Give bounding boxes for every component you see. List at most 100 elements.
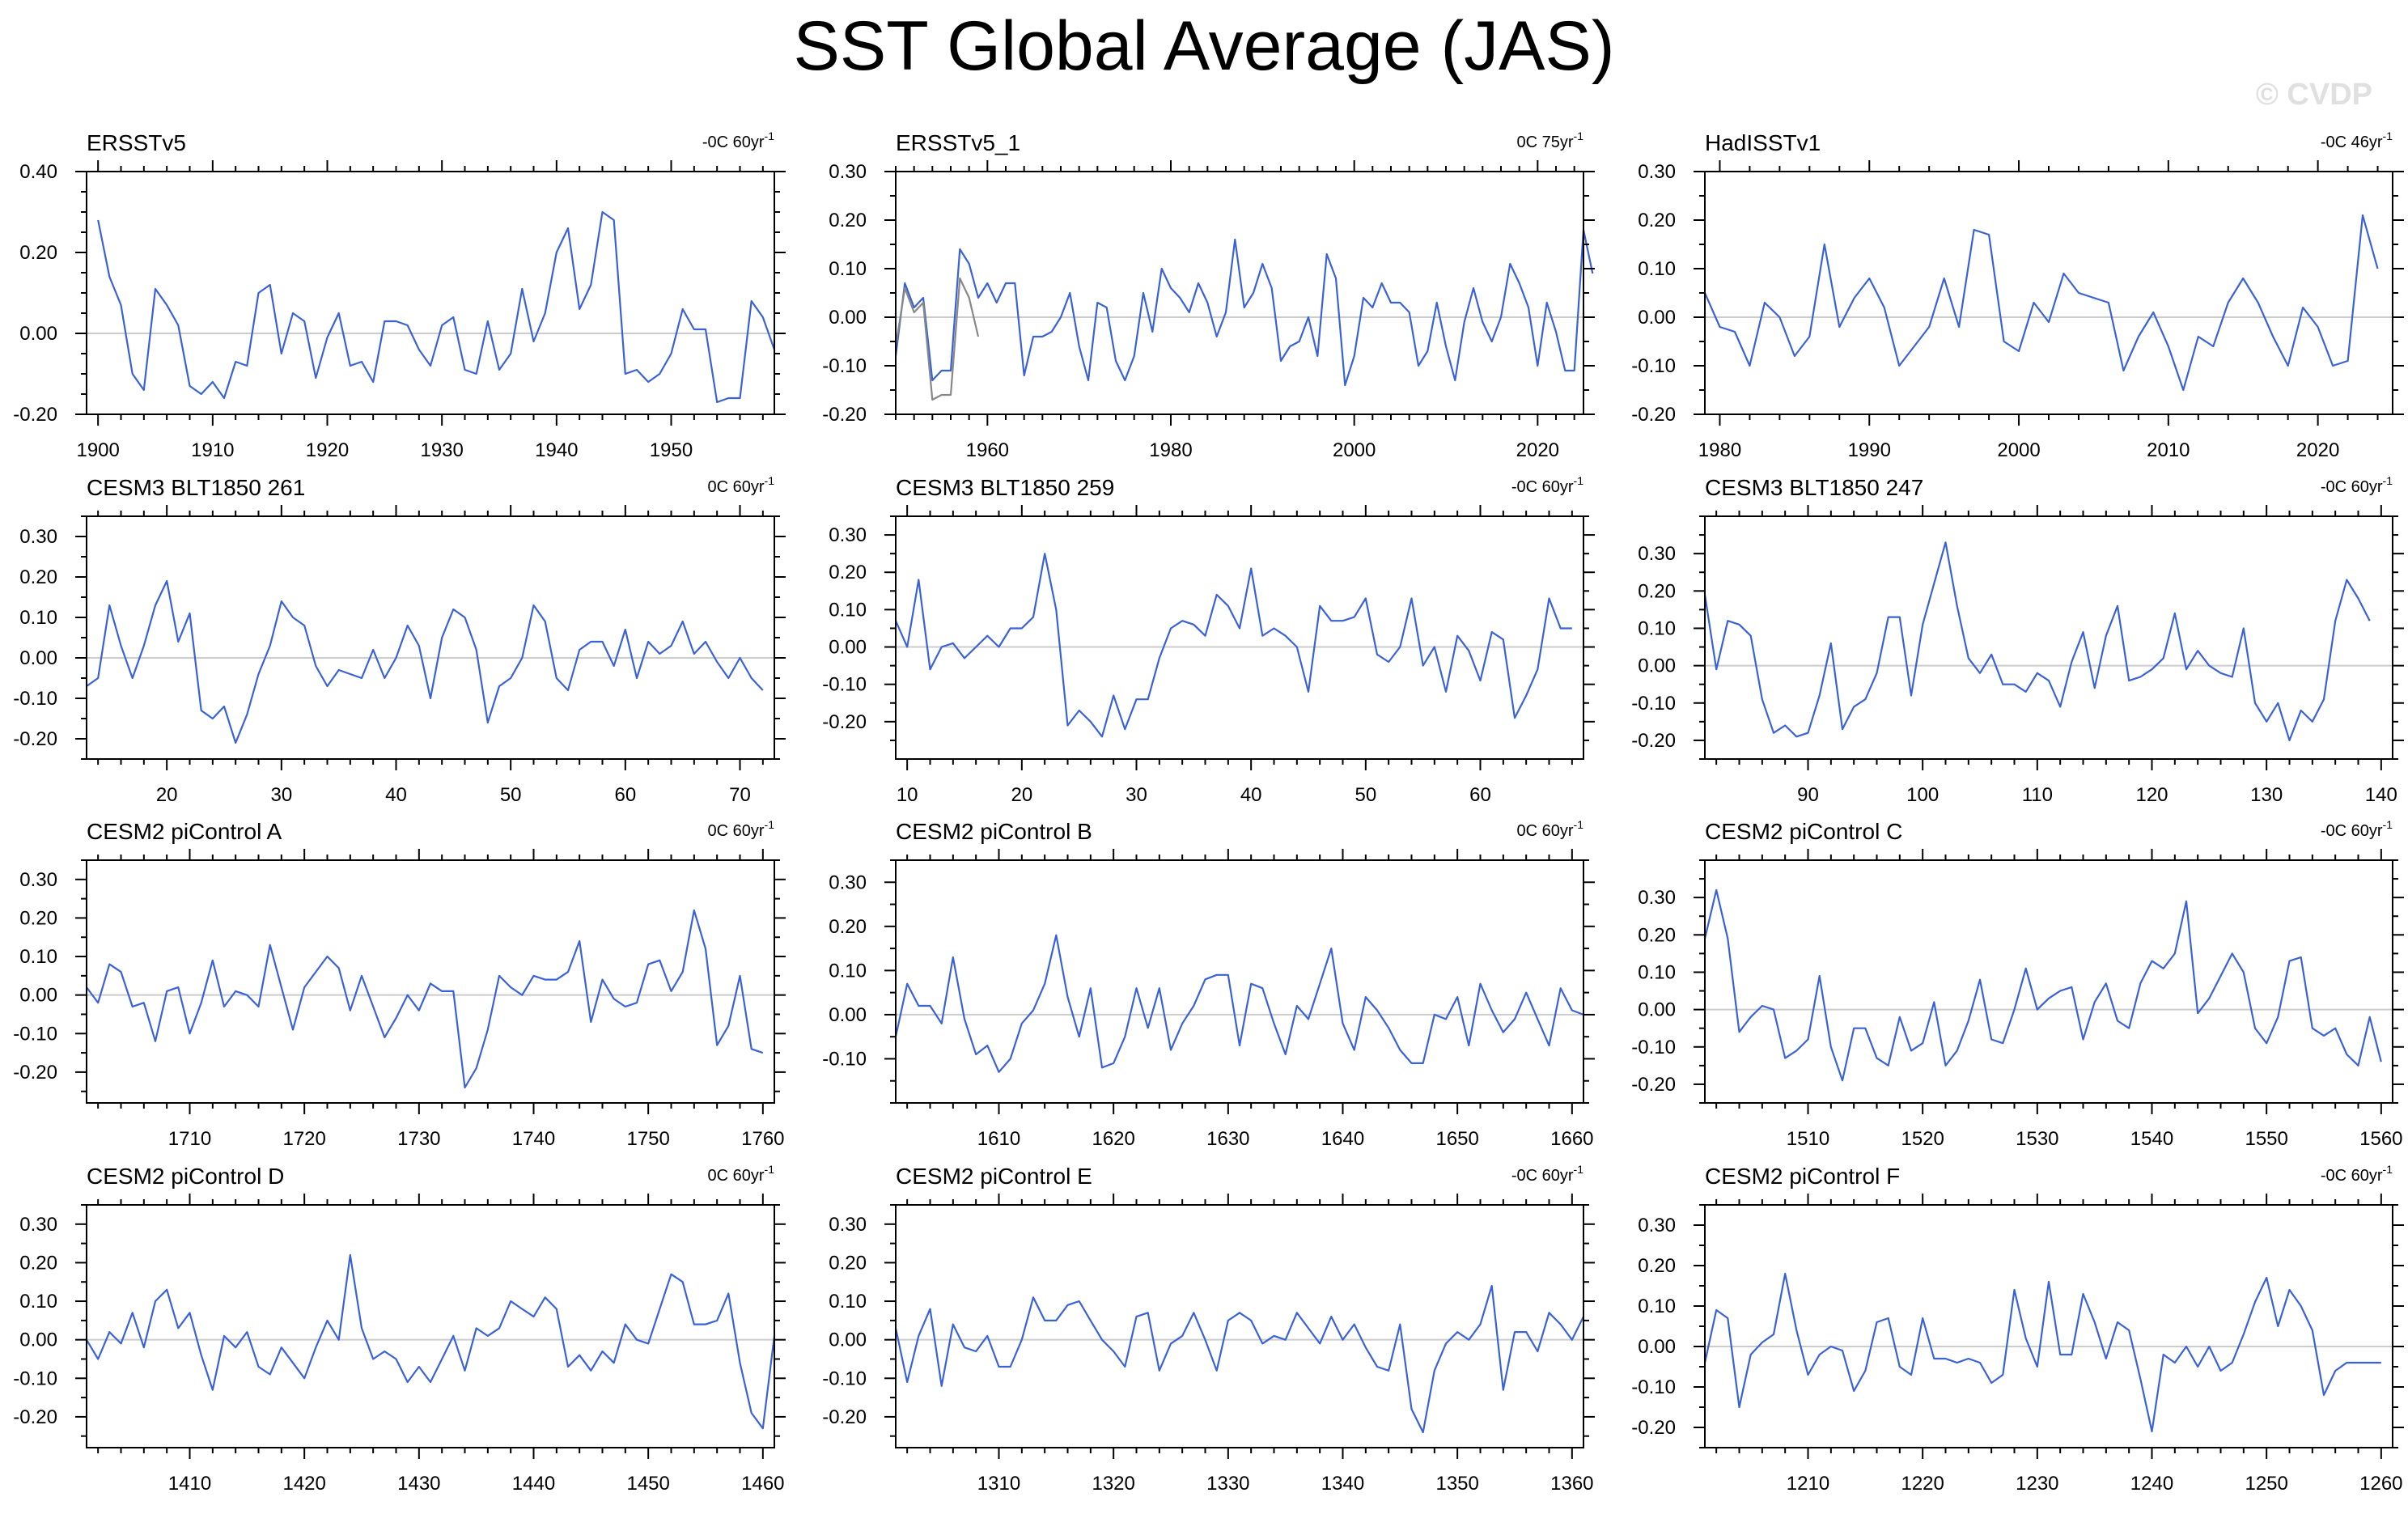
y-tick-label: 0.30 — [829, 161, 867, 183]
x-tick-label: 50 — [1354, 784, 1376, 806]
chart-panel-4: 20 30 40 50 60 70 -0.20 -0.10 0.00 0.10 0.20 0.30 CE… — [13, 474, 786, 806]
x-tick-label: 1330 — [1206, 1473, 1249, 1495]
y-tick-label: -0.20 — [822, 1406, 867, 1428]
trend-label: 0C 75yr-1 — [1517, 129, 1584, 151]
x-tick-label: 1240 — [2130, 1473, 2173, 1495]
y-tick-label: 0.20 — [1638, 580, 1676, 602]
y-tick-label: 0.00 — [19, 323, 57, 345]
y-tick-label: 0.10 — [19, 607, 57, 629]
chart-panel-7: 1710 1720 1730 1740 1750 1760 -0.20 -0.10 0.00 0.… — [13, 818, 786, 1150]
y-tick-label: 0.30 — [829, 872, 867, 893]
x-tick-label: 10 — [897, 784, 918, 806]
trend-value: 0C 60yr — [1517, 822, 1574, 840]
x-tick-label: 1340 — [1321, 1473, 1364, 1495]
series-line — [86, 1253, 776, 1430]
page-title: SST Global Average (JAS) — [793, 7, 1615, 85]
y-tick-label: -0.20 — [13, 1062, 57, 1084]
plot-frame — [895, 515, 1584, 760]
y-tick-label: 0.30 — [1638, 543, 1676, 565]
x-tick-label: 110 — [2022, 784, 2053, 806]
x-tick-label: 70 — [729, 784, 751, 806]
y-tick-label: 0.30 — [829, 524, 867, 546]
series-line — [894, 934, 1584, 1073]
x-tick-label: 1430 — [397, 1473, 440, 1495]
y-tick-label: -0.20 — [13, 728, 57, 750]
y-tick-label: -0.20 — [13, 1406, 57, 1428]
y-tick-label: -0.10 — [822, 1368, 867, 1389]
x-tick-label: 1550 — [2245, 1128, 2287, 1150]
chart-panel-8: 1610 1620 1630 1640 1650 1660 -0.10 0.00 0.10 0.2… — [822, 818, 1595, 1150]
panel-title: CESM2 piControl B — [896, 819, 1092, 844]
chart-panel-2: 1960 1980 2000 2020 -0.20 -0.10 0.00 0.10 0.20 0.… — [822, 129, 1595, 461]
plot-frame — [1704, 171, 2393, 415]
trend-label: 0C 60yr-1 — [1517, 818, 1584, 840]
trend-value: 0C 75yr — [1517, 134, 1574, 151]
plot-frame — [86, 515, 775, 760]
panel-title: CESM2 piControl A — [87, 819, 282, 844]
y-tick-label: 0.30 — [1638, 1215, 1676, 1236]
x-tick-label: 1950 — [650, 439, 693, 461]
x-tick-label: 1730 — [397, 1128, 440, 1150]
y-tick-label: 0.20 — [19, 1252, 57, 1274]
x-tick-label: 30 — [1126, 784, 1147, 806]
series-line — [86, 579, 764, 744]
y-tick-label: 0.20 — [19, 242, 57, 264]
x-tick-label: 1640 — [1321, 1128, 1364, 1150]
y-tick-label: 0.10 — [829, 258, 867, 280]
panel-title: CESM3 BLT1850 261 — [87, 475, 305, 500]
x-tick-label: 1250 — [2245, 1473, 2287, 1495]
x-tick-label: 2000 — [1333, 439, 1376, 461]
x-tick-label: 1440 — [512, 1473, 555, 1495]
chart-panel-3: 1980 1990 2000 2010 2020 -0.20 -0.10 0.00 0.10 0.… — [1631, 129, 2404, 461]
y-tick-label: 0.00 — [19, 647, 57, 669]
plot-frame — [86, 171, 775, 415]
y-tick-label: 0.10 — [19, 1291, 57, 1313]
y-tick-label: 0.30 — [1638, 161, 1676, 183]
trend-label: -0C 60yr-1 — [2321, 1163, 2393, 1185]
x-tick-label: 2010 — [2147, 439, 2190, 461]
y-tick-label: 0.30 — [19, 526, 57, 548]
chart-panel-6: 90 100 110 120 130 140 -0.20 -0.10 0.00 0.10 0.20 0… — [1631, 474, 2404, 806]
plot-frame — [895, 859, 1584, 1104]
plot-frame — [895, 1204, 1584, 1448]
x-tick-label: 2020 — [1516, 439, 1559, 461]
y-tick-label: 0.00 — [829, 307, 867, 329]
x-tick-label: 1450 — [626, 1473, 669, 1495]
y-tick-label: 0.10 — [1638, 961, 1676, 983]
plot-frame — [895, 171, 1584, 415]
y-tick-label: 0.20 — [829, 210, 867, 231]
plot-frame — [86, 1204, 775, 1448]
chart-panel-11: 1310 1320 1330 1340 1350 1360 -0.20 -0.10 0.00 0.… — [822, 1163, 1595, 1495]
y-tick-label: 0.10 — [19, 946, 57, 968]
y-tick-label: 0.00 — [1638, 307, 1676, 329]
watermark: © CVDP — [2255, 78, 2372, 112]
trend-value: -0C 46yr — [2321, 134, 2383, 151]
trend-unit-exponent: -1 — [2383, 818, 2393, 831]
trend-label: -0C 60yr-1 — [2321, 818, 2393, 840]
x-tick-label: 1920 — [306, 439, 349, 461]
x-tick-label: 1510 — [1787, 1128, 1829, 1150]
panel-title: CESM2 piControl F — [1705, 1164, 1900, 1189]
x-tick-label: 50 — [500, 784, 522, 806]
x-tick-label: 1720 — [282, 1128, 325, 1150]
y-tick-label: 0.30 — [829, 1214, 867, 1236]
y-tick-label: 0.30 — [19, 1214, 57, 1236]
trend-label: 0C 60yr-1 — [708, 818, 775, 840]
trend-value: -0C 60yr — [2321, 1167, 2383, 1185]
y-tick-label: -0.10 — [822, 355, 867, 377]
panel-title: HadISSTv1 — [1705, 130, 1821, 155]
y-tick-label: -0.10 — [822, 674, 867, 696]
y-tick-label: 0.20 — [1638, 1255, 1676, 1277]
x-tick-label: 40 — [1240, 784, 1262, 806]
y-tick-label: 0.30 — [1638, 887, 1676, 909]
x-tick-label: 1940 — [535, 439, 578, 461]
x-tick-label: 60 — [1469, 784, 1491, 806]
trend-unit-exponent: -1 — [1574, 1163, 1584, 1176]
trend-unit-exponent: -1 — [1574, 474, 1584, 487]
x-tick-label: 1990 — [1848, 439, 1891, 461]
chart-panel-5: 10 20 30 40 50 60 -0.20 -0.10 0.00 0.10 0.20 0.30 CE… — [822, 474, 1595, 806]
y-tick-label: -0.20 — [1631, 1417, 1676, 1439]
plot-frame — [1704, 1204, 2393, 1448]
x-tick-label: 1540 — [2130, 1128, 2173, 1150]
series-line — [86, 909, 764, 1089]
